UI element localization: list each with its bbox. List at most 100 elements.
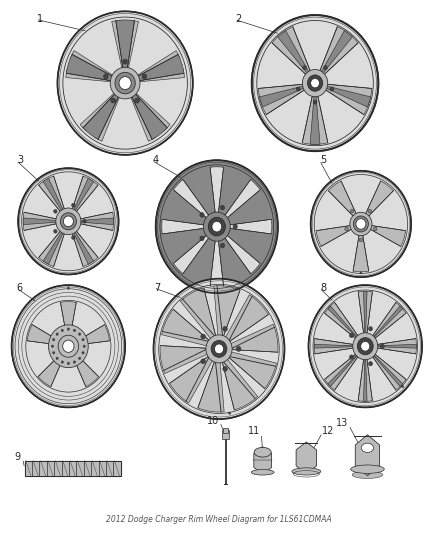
Ellipse shape	[237, 346, 241, 351]
Ellipse shape	[201, 359, 205, 364]
Polygon shape	[278, 30, 309, 74]
Ellipse shape	[115, 72, 135, 94]
Ellipse shape	[78, 333, 81, 335]
Polygon shape	[364, 359, 367, 401]
Polygon shape	[173, 180, 209, 219]
Ellipse shape	[200, 236, 204, 241]
Polygon shape	[162, 220, 205, 234]
Polygon shape	[72, 230, 98, 266]
Text: 12: 12	[321, 426, 334, 437]
Ellipse shape	[67, 362, 70, 365]
Ellipse shape	[49, 325, 88, 368]
Ellipse shape	[223, 367, 227, 372]
Ellipse shape	[351, 465, 384, 473]
Polygon shape	[373, 306, 403, 338]
Polygon shape	[39, 461, 47, 477]
Polygon shape	[76, 461, 84, 477]
Ellipse shape	[233, 224, 237, 229]
Ellipse shape	[368, 327, 372, 331]
Ellipse shape	[201, 334, 205, 339]
Polygon shape	[66, 54, 114, 81]
Ellipse shape	[206, 335, 232, 363]
Polygon shape	[84, 461, 91, 477]
Polygon shape	[38, 359, 61, 386]
Polygon shape	[230, 324, 278, 352]
Polygon shape	[69, 461, 76, 477]
Polygon shape	[112, 20, 124, 70]
Ellipse shape	[53, 352, 55, 354]
Ellipse shape	[60, 213, 76, 230]
Ellipse shape	[361, 341, 370, 351]
Ellipse shape	[215, 344, 223, 354]
Ellipse shape	[208, 217, 226, 236]
Text: 10: 10	[207, 416, 219, 426]
Polygon shape	[325, 302, 358, 339]
Bar	[223, 427, 228, 433]
Ellipse shape	[353, 216, 368, 232]
Polygon shape	[210, 240, 223, 286]
Polygon shape	[71, 51, 115, 78]
Polygon shape	[377, 338, 417, 354]
Ellipse shape	[103, 74, 108, 79]
Ellipse shape	[53, 209, 57, 213]
Ellipse shape	[56, 333, 58, 335]
Polygon shape	[83, 92, 120, 139]
Polygon shape	[66, 69, 113, 82]
Polygon shape	[316, 225, 352, 246]
Polygon shape	[224, 235, 260, 274]
Polygon shape	[325, 353, 358, 390]
Ellipse shape	[63, 340, 74, 352]
Polygon shape	[106, 461, 113, 477]
Polygon shape	[321, 30, 353, 74]
Ellipse shape	[302, 69, 328, 96]
Polygon shape	[258, 84, 305, 115]
Polygon shape	[43, 179, 64, 212]
Ellipse shape	[308, 285, 422, 407]
Ellipse shape	[83, 220, 86, 223]
Polygon shape	[39, 230, 65, 266]
Polygon shape	[365, 181, 393, 216]
Polygon shape	[328, 181, 357, 216]
Polygon shape	[43, 231, 64, 264]
Polygon shape	[228, 352, 276, 389]
Polygon shape	[210, 167, 223, 213]
Text: 7: 7	[154, 283, 161, 293]
Ellipse shape	[78, 357, 81, 360]
Text: 5: 5	[320, 155, 327, 165]
Ellipse shape	[82, 338, 84, 341]
Ellipse shape	[53, 338, 55, 341]
Ellipse shape	[51, 345, 53, 348]
Polygon shape	[173, 235, 209, 274]
Ellipse shape	[82, 352, 84, 354]
Text: 13: 13	[336, 418, 348, 429]
Ellipse shape	[58, 335, 78, 357]
Polygon shape	[310, 95, 320, 144]
Ellipse shape	[368, 361, 372, 366]
Ellipse shape	[71, 203, 75, 207]
Polygon shape	[80, 92, 117, 131]
Polygon shape	[79, 218, 113, 224]
Polygon shape	[113, 461, 121, 477]
Ellipse shape	[153, 279, 285, 419]
Polygon shape	[130, 94, 156, 141]
Ellipse shape	[251, 470, 274, 475]
Ellipse shape	[64, 216, 74, 227]
Polygon shape	[32, 461, 39, 477]
Polygon shape	[126, 20, 138, 70]
Polygon shape	[60, 302, 76, 328]
Ellipse shape	[350, 212, 372, 236]
Ellipse shape	[111, 98, 116, 103]
Ellipse shape	[73, 361, 76, 364]
Ellipse shape	[212, 221, 222, 232]
Polygon shape	[73, 231, 94, 264]
Polygon shape	[198, 361, 224, 412]
Ellipse shape	[135, 98, 139, 103]
Text: 3: 3	[17, 155, 23, 165]
Ellipse shape	[307, 75, 323, 91]
Polygon shape	[358, 358, 372, 401]
Ellipse shape	[83, 345, 85, 348]
Ellipse shape	[61, 329, 64, 332]
Polygon shape	[131, 92, 167, 139]
Text: 4: 4	[152, 155, 158, 165]
Polygon shape	[372, 302, 406, 339]
